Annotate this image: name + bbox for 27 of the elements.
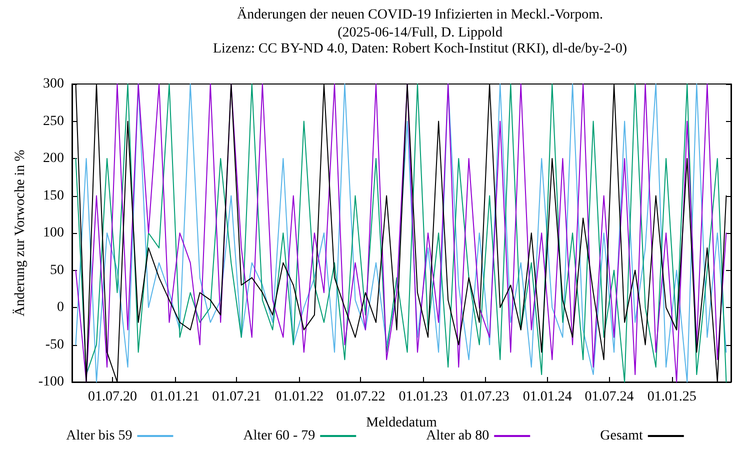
x-tick-label: 01.01.24	[522, 390, 572, 404]
x-tick-label: 01.07.21	[212, 390, 262, 404]
y-axis-title: Änderung zur Vorwoche in %	[12, 149, 28, 316]
x-tick-label: 01.07.24	[584, 390, 634, 404]
y-tick-label: 100	[43, 226, 64, 240]
legend-label: Gesamt	[600, 428, 643, 444]
x-tick-label: 01.01.22	[274, 390, 324, 404]
y-tick-label: 200	[43, 151, 64, 166]
y-tick-label: 150	[43, 188, 64, 204]
y-tick-label: 250	[43, 114, 64, 129]
x-tick-label: 01.07.22	[336, 390, 386, 404]
legend-label: Alter 60 - 79	[243, 428, 316, 444]
chart-title: Änderungen der neuen COVID-19 Infizierten in Meckl.-Vorpom.	[237, 6, 603, 22]
x-tick-label: 01.07.20	[88, 390, 137, 404]
y-tick-label: 50	[50, 262, 64, 278]
y-tick-label: -100	[38, 374, 64, 390]
x-tick-label: 01.01.25	[647, 390, 696, 404]
x-tick-label: 01.07.23	[460, 390, 510, 404]
x-axis-title: Meldedatum	[366, 416, 437, 430]
x-tick-label: 01.01.23	[398, 390, 448, 404]
y-tick-label: 0	[57, 300, 64, 315]
x-tick-label: 01.01.21	[150, 390, 200, 404]
chart-subtitle: (2025-06-14/Full, D. Lippold Lizenz: CC BY-ND 4.0, Daten: Robert Koch-Institut (RKI), dl-de/by-2-0)	[212, 26, 628, 56]
legend-label: Alter ab 80	[426, 428, 490, 444]
y-tick-label: -50	[45, 337, 64, 352]
y-tick-label: 300	[43, 76, 64, 92]
legend-label: Alter bis 59	[66, 428, 132, 444]
